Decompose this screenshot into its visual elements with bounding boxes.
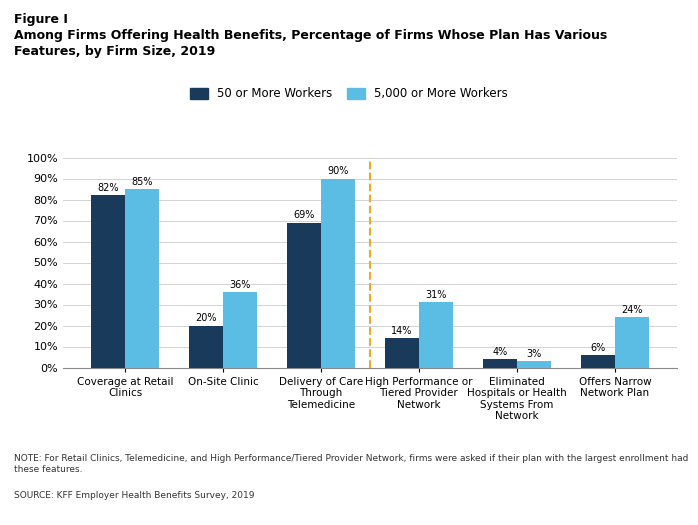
Bar: [188, 326, 223, 368]
Text: Among Firms Offering Health Benefits, Percentage of Firms Whose Plan Has Various: Among Firms Offering Health Benefits, Pe…: [14, 29, 607, 42]
Text: 36%: 36%: [230, 280, 251, 290]
Bar: [419, 302, 453, 368]
Text: 90%: 90%: [327, 166, 349, 176]
Bar: [615, 317, 649, 367]
Text: NOTE: For Retail Clinics, Telemedicine, and High Performance/Tiered Provider Net: NOTE: For Retail Clinics, Telemedicine, …: [14, 454, 688, 474]
Text: 14%: 14%: [391, 326, 413, 336]
Bar: [125, 189, 159, 368]
Bar: [581, 355, 615, 368]
Bar: [321, 178, 355, 368]
Text: 6%: 6%: [590, 343, 605, 353]
Text: 31%: 31%: [425, 290, 447, 300]
Bar: [223, 292, 258, 368]
Text: 24%: 24%: [621, 305, 643, 315]
Text: 69%: 69%: [293, 211, 315, 220]
Text: 20%: 20%: [195, 313, 216, 323]
Bar: [385, 338, 419, 368]
Text: SOURCE: KFF Employer Health Benefits Survey, 2019: SOURCE: KFF Employer Health Benefits Sur…: [14, 491, 255, 500]
Text: 4%: 4%: [492, 347, 507, 357]
Bar: [287, 223, 321, 368]
Legend: 50 or More Workers, 5,000 or More Workers: 50 or More Workers, 5,000 or More Worker…: [191, 87, 507, 100]
Text: 3%: 3%: [526, 349, 542, 359]
Bar: [91, 195, 125, 368]
Bar: [517, 361, 551, 368]
Text: Features, by Firm Size, 2019: Features, by Firm Size, 2019: [14, 45, 215, 58]
Bar: [482, 359, 517, 368]
Text: Figure I: Figure I: [14, 13, 68, 26]
Text: 85%: 85%: [131, 177, 153, 187]
Text: 82%: 82%: [97, 183, 119, 193]
